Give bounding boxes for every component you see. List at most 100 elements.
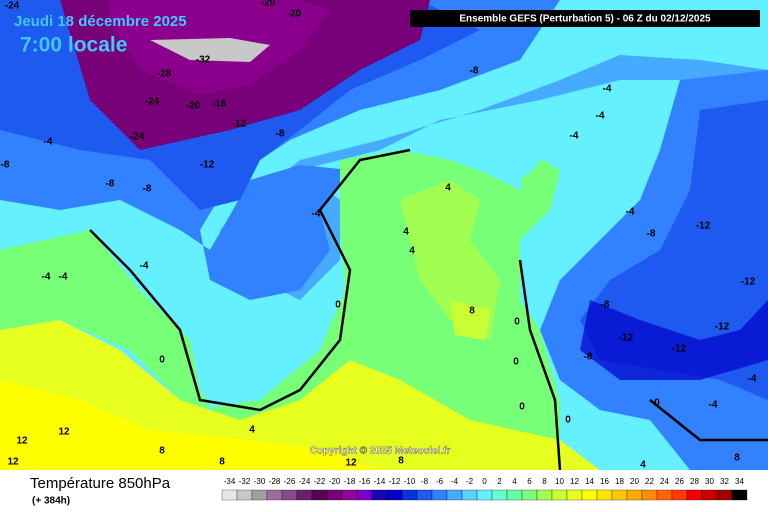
contour-label: -8 <box>1 160 10 171</box>
scale-label: -16 <box>359 477 371 486</box>
contour-label: -32 <box>196 55 211 66</box>
contour-label: -20 <box>287 9 302 20</box>
date: Jeudi 18 décembre 2025 <box>14 13 187 30</box>
scale-label: 14 <box>585 477 594 486</box>
contour-label: 8 <box>734 453 740 464</box>
contour-label: 0 <box>513 357 519 368</box>
contour-label: 0 <box>159 355 165 366</box>
contour-label: -16 <box>212 99 227 110</box>
contour-label: -12 <box>619 333 634 344</box>
scale-swatch <box>476 489 493 501</box>
scale-label: 20 <box>630 477 639 486</box>
contour-label: -20 <box>186 101 201 112</box>
scale-swatch <box>266 489 283 501</box>
contour-label: 0 <box>565 415 571 426</box>
scale-swatch <box>716 489 733 501</box>
legend-title: Température 850hPa <box>30 475 171 492</box>
scale-label: 8 <box>542 477 547 486</box>
scale-label: -22 <box>314 477 326 486</box>
scale-label: 12 <box>570 477 579 486</box>
contour-label: -8 <box>106 179 115 190</box>
contour-label: -24 <box>5 1 20 12</box>
scale-label: 18 <box>615 477 624 486</box>
scale-swatch <box>341 489 358 501</box>
map-background <box>0 0 768 471</box>
contour-label: 12 <box>345 458 357 469</box>
contour-label: -4 <box>570 131 579 142</box>
scale-label: 16 <box>600 477 609 486</box>
scale-label: 0 <box>482 477 487 486</box>
scale-swatch <box>656 489 673 501</box>
contour-label: -20 <box>261 0 276 9</box>
contour-label: -4 <box>59 272 68 283</box>
contour-labels: -24 -20 -20 -32 -28 -24 -20 -16 -12 -8 -12 -24 -4 -8 -… <box>1 0 757 471</box>
contour-label: -8 <box>143 184 152 195</box>
scale-swatch <box>731 489 748 501</box>
scale-swatch <box>416 489 433 501</box>
model-info: Ensemble GEFS (Perturbation 5) - 06 Z du… <box>459 14 711 25</box>
scale-label: -8 <box>421 477 429 486</box>
scale-swatch <box>386 489 403 501</box>
scale-label: 30 <box>705 477 714 486</box>
legend-lead: (+ 384h) <box>32 496 70 507</box>
contour-label: -24 <box>145 97 160 108</box>
scale-label: 28 <box>690 477 699 486</box>
scale-swatch <box>371 489 388 501</box>
scale-label: -12 <box>389 477 401 486</box>
contour-label: -24 <box>130 132 145 143</box>
scale-swatch <box>521 489 538 501</box>
scale-label: -32 <box>239 477 251 486</box>
scale-swatch <box>581 489 598 501</box>
contour-label: -8 <box>470 66 479 77</box>
scale-label: 26 <box>675 477 684 486</box>
contour-label: 4 <box>249 425 255 436</box>
contour-label: -12 <box>672 344 687 355</box>
scale-label: -18 <box>344 477 356 486</box>
contour-label: 4 <box>403 227 409 238</box>
scale-swatch <box>596 489 613 501</box>
contour-label: -4 <box>626 207 635 218</box>
contour-label: 0 <box>654 398 660 409</box>
contour-label: -12 <box>715 322 730 333</box>
scale-label: 34 <box>735 477 744 486</box>
contour-label: 8 <box>159 446 165 457</box>
contour-label: -4 <box>140 261 149 272</box>
contour-label: -8 <box>584 352 593 363</box>
contour-label: 12 <box>16 436 28 447</box>
scale-swatch <box>641 489 658 501</box>
contour-label: -12 <box>741 277 756 288</box>
scale-swatch <box>251 489 268 501</box>
scale-label: 2 <box>497 477 502 486</box>
scale-label: -10 <box>404 477 416 486</box>
contour-label: -8 <box>647 229 656 240</box>
contour-label: -4 <box>44 137 53 148</box>
contour-label: 4 <box>445 183 451 194</box>
scale-swatch <box>701 489 718 501</box>
scale-label: -30 <box>254 477 266 486</box>
scale-label: -14 <box>374 477 386 486</box>
scale-label: -4 <box>451 477 459 486</box>
scale-label: -34 <box>224 477 236 486</box>
contour-label: 4 <box>409 246 415 257</box>
contour-label: 8 <box>398 456 404 467</box>
contour-label: -4 <box>709 400 718 411</box>
contour-label: 0 <box>335 300 341 311</box>
scale-swatch <box>686 489 703 501</box>
time: 7:00 locale <box>20 34 127 57</box>
scale-label: -2 <box>466 477 474 486</box>
contour-label: -4 <box>42 272 51 283</box>
contour-label: 12 <box>7 457 19 468</box>
contour-label: -4 <box>312 209 321 220</box>
scale-swatch <box>506 489 523 501</box>
scale-swatch <box>536 489 553 501</box>
scale-label: -24 <box>299 477 311 486</box>
scale-label: 4 <box>512 477 517 486</box>
contour-label: 12 <box>58 427 70 438</box>
scale-swatch <box>236 489 253 501</box>
contour-label: -8 <box>276 129 285 140</box>
copyright: Copyright © 2025 Meteociel.fr <box>310 446 451 457</box>
contour-label: -4 <box>603 84 612 95</box>
contour-label: 4 <box>640 460 646 471</box>
